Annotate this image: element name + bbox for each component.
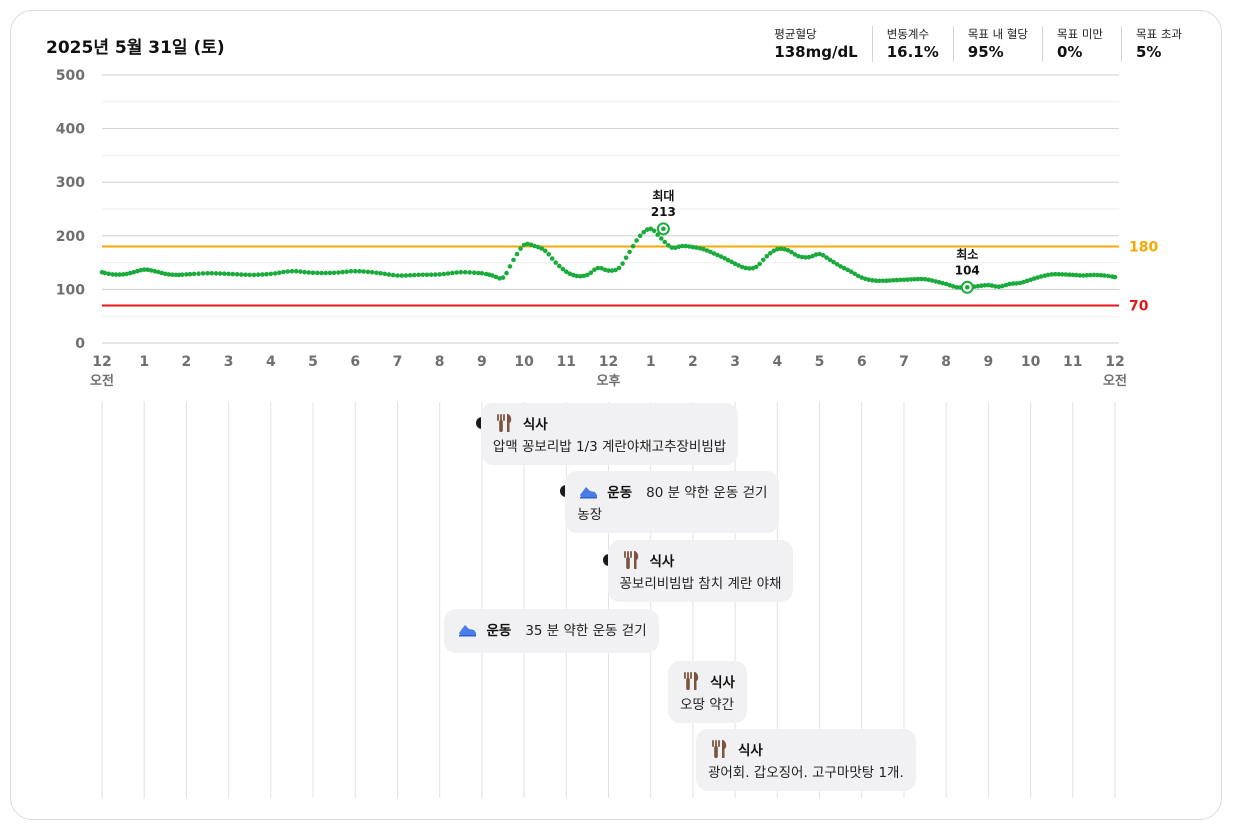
event-type: 식사 bbox=[737, 743, 763, 759]
event-summary: 35 분 약한 운동 걷기 bbox=[525, 623, 647, 639]
stat-average: 평균혈당 138mg/dL bbox=[774, 26, 871, 62]
stat-cv: 변동계수 16.1% bbox=[871, 26, 953, 62]
stat-value: 5% bbox=[1136, 43, 1162, 61]
date-title: 2025년 5월 31일 (토) bbox=[46, 38, 225, 58]
event-header: 식사 bbox=[620, 548, 782, 572]
event-header: 식사 bbox=[493, 411, 726, 435]
stat-value: 138mg/dL bbox=[774, 43, 858, 61]
stat-label: 변동계수 bbox=[886, 27, 930, 41]
event-header: 식사 bbox=[708, 737, 904, 761]
event-description: 꽁보리비빔밥 참치 계란 야채 bbox=[619, 576, 782, 592]
meal-icon bbox=[680, 670, 702, 692]
event-description: 농장 bbox=[577, 507, 603, 523]
stat-below-range: 목표 미만 0% bbox=[1042, 26, 1121, 62]
meal-icon bbox=[708, 738, 730, 760]
event-description: 광어회. 갑오징어. 고구마맛탕 1개. bbox=[707, 765, 904, 781]
stat-value: 16.1% bbox=[886, 43, 939, 61]
stat-above-range: 목표 초과 5% bbox=[1121, 26, 1200, 62]
stat-in-range: 목표 내 혈당 95% bbox=[952, 26, 1042, 62]
event-header: 운동 35 분 약한 운동 걷기 bbox=[456, 617, 647, 641]
event-header: 운동 80 분 약한 운동 걷기 bbox=[577, 479, 767, 503]
exercise-event-card[interactable]: 운동 35 분 약한 운동 걷기 bbox=[444, 609, 659, 653]
stat-label: 목표 내 혈당 bbox=[967, 27, 1028, 41]
event-description: 압맥 꽁보리밥 1/3 계란야채고추장비빔밥 bbox=[492, 439, 727, 455]
meal-icon bbox=[620, 549, 642, 571]
event-type: 운동 bbox=[607, 485, 633, 501]
event-type: 식사 bbox=[522, 417, 548, 433]
event-description: 오땅 약간 bbox=[680, 697, 735, 713]
stat-value: 95% bbox=[967, 43, 1004, 61]
meal-icon bbox=[493, 412, 515, 434]
event-type: 식사 bbox=[649, 554, 675, 570]
stat-value: 0% bbox=[1057, 43, 1083, 61]
event-type: 운동 bbox=[486, 623, 512, 639]
stat-label: 목표 미만 bbox=[1057, 27, 1103, 41]
walking-shoe-icon bbox=[456, 618, 478, 640]
walking-shoe-icon bbox=[577, 480, 599, 502]
stat-label: 목표 초과 bbox=[1136, 27, 1182, 41]
event-type: 식사 bbox=[710, 675, 735, 691]
event-summary: 80 분 약한 운동 걷기 bbox=[646, 485, 768, 501]
stat-label: 평균혈당 bbox=[774, 27, 817, 41]
event-header: 식사 bbox=[680, 669, 735, 693]
stats-bar: 평균혈당 138mg/dL 변동계수 16.1% 목표 내 혈당 95% 목표 … bbox=[774, 26, 1200, 62]
